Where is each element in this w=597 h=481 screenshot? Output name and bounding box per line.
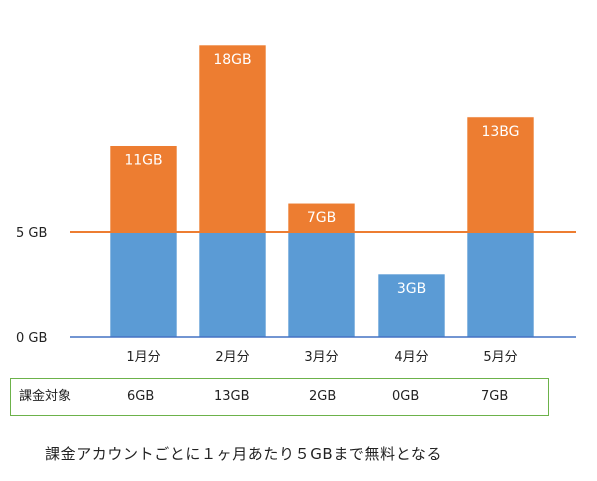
bar-segment-billed-1 xyxy=(109,145,178,233)
bar-segment-billed-3 xyxy=(287,202,356,233)
x-category-label-4: 4月分 xyxy=(394,350,428,365)
billing-value-month-2: 13GB xyxy=(214,389,250,404)
x-category-label-2: 2月分 xyxy=(215,350,249,365)
bar-segment-free-1 xyxy=(109,231,178,338)
billing-value-month-4: 0GB xyxy=(392,389,420,404)
bar-segment-free-3 xyxy=(287,231,356,338)
stacked-bar-chart: 0 GB 5 GB 1月分 2月分 3月分 4月分 5月分 11GB 18GB 7GB 3GB 13B… xyxy=(16,44,576,365)
x-category-label-5: 5月分 xyxy=(483,350,517,365)
bar-segment-free-5 xyxy=(466,231,535,338)
bar-data-label-5: 13BG xyxy=(481,124,519,140)
x-category-label-1: 1月分 xyxy=(126,350,160,365)
billing-target-row: 課金対象 6GB 13GB 2GB 0GB 7GB xyxy=(10,378,549,416)
bar-data-label-2: 18GB xyxy=(213,52,251,68)
bar-segment-billed-5 xyxy=(466,116,535,233)
y-tick-label-5: 5 GB xyxy=(16,226,47,241)
billing-value-month-3: 2GB xyxy=(309,389,337,404)
bar-data-label-1: 11GB xyxy=(124,153,162,169)
y-tick-label-0: 0 GB xyxy=(16,331,47,346)
bar-segment-free-4 xyxy=(377,273,446,338)
bar-segment-billed-2 xyxy=(198,44,267,233)
footnote: 課金アカウントごとに１ヶ月あたり５GBまで無料となる xyxy=(45,445,443,463)
bar-segment-free-2 xyxy=(198,231,267,338)
billing-row-label: 課金対象 xyxy=(19,389,72,404)
x-category-label-3: 3月分 xyxy=(304,350,338,365)
billing-value-month-5: 7GB xyxy=(481,389,509,404)
bar-data-label-4: 3GB xyxy=(397,281,426,297)
bar-data-label-3: 7GB xyxy=(307,210,336,226)
billing-value-month-1: 6GB xyxy=(127,389,155,404)
